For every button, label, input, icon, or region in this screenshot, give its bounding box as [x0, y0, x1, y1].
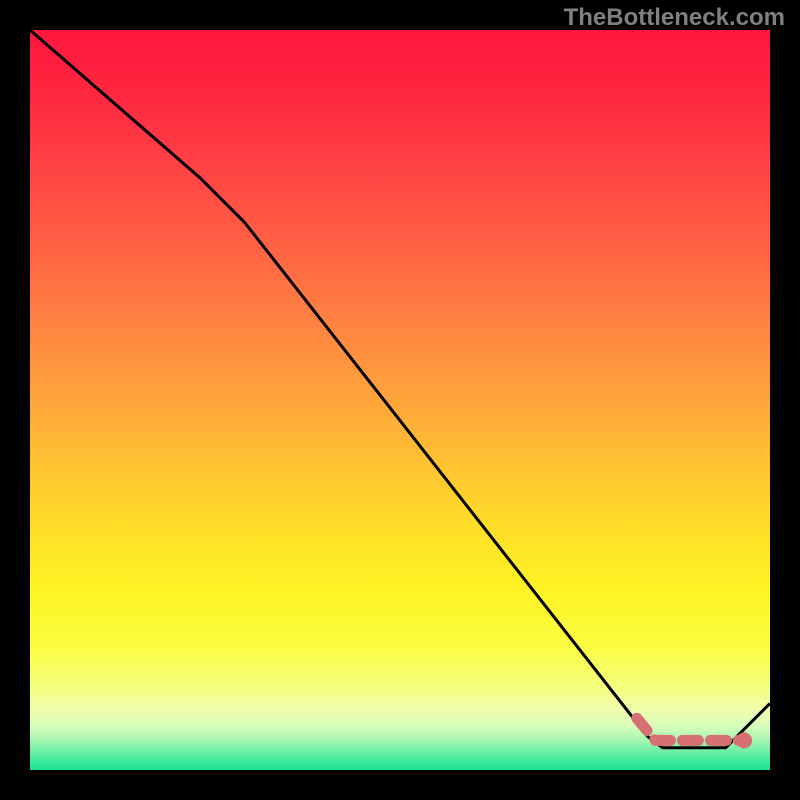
main-curve — [30, 30, 770, 748]
plot-area — [30, 30, 770, 770]
dashed-valley-segment — [637, 718, 744, 740]
plot-overlay — [30, 30, 770, 770]
watermark-text: TheBottleneck.com — [564, 4, 785, 32]
end-marker — [736, 732, 752, 748]
chart-frame: { "watermark": { "text": "TheBottleneck.… — [0, 0, 800, 800]
